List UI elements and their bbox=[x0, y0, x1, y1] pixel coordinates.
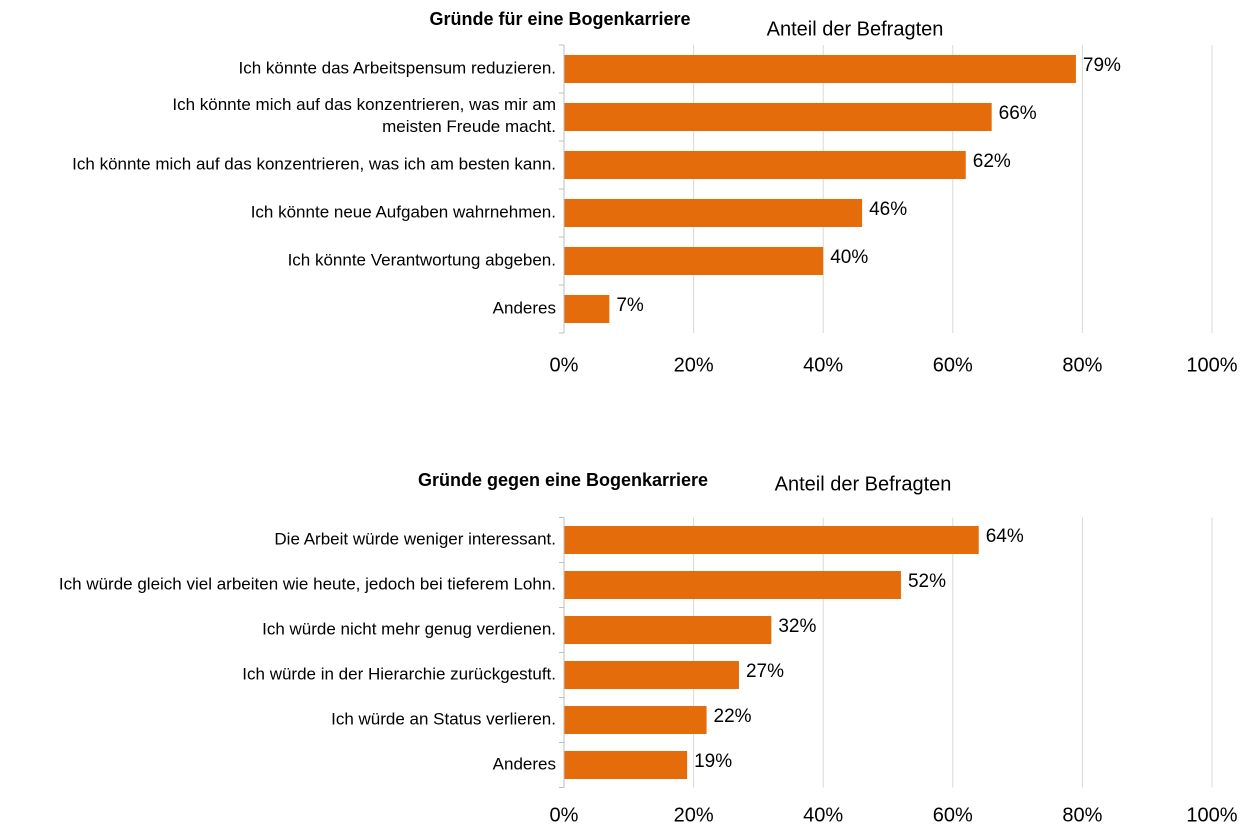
x-tick-label: 60% bbox=[933, 354, 973, 376]
value-label: 66% bbox=[999, 103, 1037, 124]
value-label: 79% bbox=[1083, 55, 1121, 76]
y-tick-label: Ich könnte mich auf das konzentrieren, w… bbox=[72, 154, 556, 173]
y-tick-label: Die Arbeit würde weniger interessant. bbox=[274, 529, 556, 548]
y-tick-label: Ich könnte das Arbeitspensum reduzieren. bbox=[238, 58, 556, 77]
value-label: 40% bbox=[830, 247, 868, 268]
bar bbox=[564, 55, 1076, 83]
bar bbox=[564, 199, 863, 227]
x-tick-label: 0% bbox=[550, 354, 579, 376]
y-tick-label: Ich könnte Verantwortung abgeben. bbox=[288, 250, 556, 269]
x-tick-label: 80% bbox=[1062, 354, 1102, 376]
x-tick-label: 100% bbox=[1186, 354, 1237, 376]
value-label: 62% bbox=[973, 151, 1011, 172]
x-tick-label: 0% bbox=[550, 804, 579, 826]
value-label: 22% bbox=[714, 706, 752, 727]
x-tick-label: 20% bbox=[674, 354, 714, 376]
x-tick-label: 40% bbox=[803, 804, 843, 826]
y-tick-label: Ich könnte mich auf das konzentrieren, w… bbox=[172, 95, 556, 136]
bar bbox=[564, 295, 610, 323]
x-tick-label: 20% bbox=[674, 804, 714, 826]
value-label: 64% bbox=[986, 526, 1024, 547]
value-label: 7% bbox=[616, 295, 644, 316]
bar bbox=[564, 151, 966, 179]
y-tick-label: Ich würde an Status verlieren. bbox=[331, 709, 556, 728]
y-tick-label: Ich würde in der Hierarchie zurückgestuf… bbox=[242, 664, 556, 683]
y-tick-label: Anderes bbox=[493, 754, 556, 773]
bar bbox=[564, 661, 739, 689]
bar bbox=[564, 247, 824, 275]
value-label: 27% bbox=[746, 661, 784, 682]
y-tick-label: Ich würde nicht mehr genug verdienen. bbox=[262, 619, 556, 638]
x-tick-label: 100% bbox=[1186, 804, 1237, 826]
x-tick-label: 80% bbox=[1062, 804, 1102, 826]
bar bbox=[564, 103, 992, 131]
x-tick-label: 40% bbox=[803, 354, 843, 376]
y-tick-label: Ich würde gleich viel arbeiten wie heute… bbox=[59, 574, 556, 593]
bar bbox=[564, 751, 688, 779]
bar bbox=[564, 706, 707, 734]
chart-subtitle: Anteil der Befragten bbox=[767, 18, 944, 40]
x-tick-label: 60% bbox=[933, 804, 973, 826]
value-label: 32% bbox=[778, 616, 816, 637]
chart-subtitle: Anteil der Befragten bbox=[775, 473, 952, 495]
value-label: 52% bbox=[908, 571, 946, 592]
chart-title: Gründe gegen eine Bogenkarriere bbox=[418, 470, 708, 490]
y-tick-label: Anderes bbox=[493, 298, 556, 317]
chart-title: Gründe für eine Bogenkarriere bbox=[429, 9, 690, 29]
value-label: 46% bbox=[869, 199, 907, 220]
value-label: 19% bbox=[694, 751, 732, 772]
bar bbox=[564, 571, 901, 599]
y-tick-label: Ich könnte neue Aufgaben wahrnehmen. bbox=[251, 202, 556, 221]
bar bbox=[564, 526, 979, 554]
bar bbox=[564, 616, 772, 644]
